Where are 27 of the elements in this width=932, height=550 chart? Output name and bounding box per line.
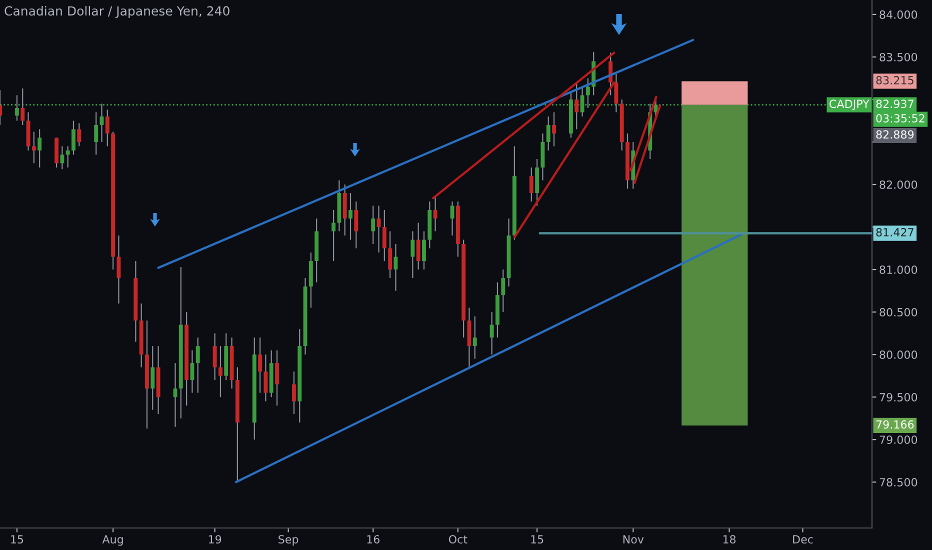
x-tick-label: Nov xyxy=(623,535,644,544)
y-tick-label: 79.000 xyxy=(880,436,918,444)
x-tick-label: 15 xyxy=(11,535,24,544)
x-tick-label: Oct xyxy=(448,535,468,544)
y-tick-label: 83.500 xyxy=(880,52,918,62)
y-tick-label: 78.500 xyxy=(880,478,918,486)
text: 79.166 xyxy=(876,420,914,429)
x-tick-label: Dec xyxy=(793,535,813,544)
text: 82.889 xyxy=(876,130,914,139)
x-tick-label: 18 xyxy=(723,535,736,544)
y-tick-label: 81.000 xyxy=(880,266,918,274)
y-tick-label: 82.000 xyxy=(880,180,918,189)
x-tick-label: Sep xyxy=(278,535,298,546)
text: 81.427 xyxy=(876,228,914,236)
x-tick-label: 19 xyxy=(208,535,222,544)
x-tick-label: 16 xyxy=(367,535,380,544)
y-tick-label: 80.000 xyxy=(880,350,918,359)
y-tick-label: 84.000 xyxy=(880,10,918,19)
x-tick-label: Aug xyxy=(102,535,123,546)
ref-line-label: 82.937 xyxy=(876,100,914,108)
y-tick-label: 80.500 xyxy=(880,308,918,316)
chart-title: Canadian Dollar / Japanese Yen, 240 xyxy=(4,6,230,18)
text: 03:35:52 xyxy=(876,114,924,123)
annotation: CADJPY xyxy=(830,100,870,110)
y-tick-label: 79.500 xyxy=(880,393,918,402)
text: 83.215 xyxy=(876,76,914,84)
x-tick-label: 15 xyxy=(531,535,544,544)
